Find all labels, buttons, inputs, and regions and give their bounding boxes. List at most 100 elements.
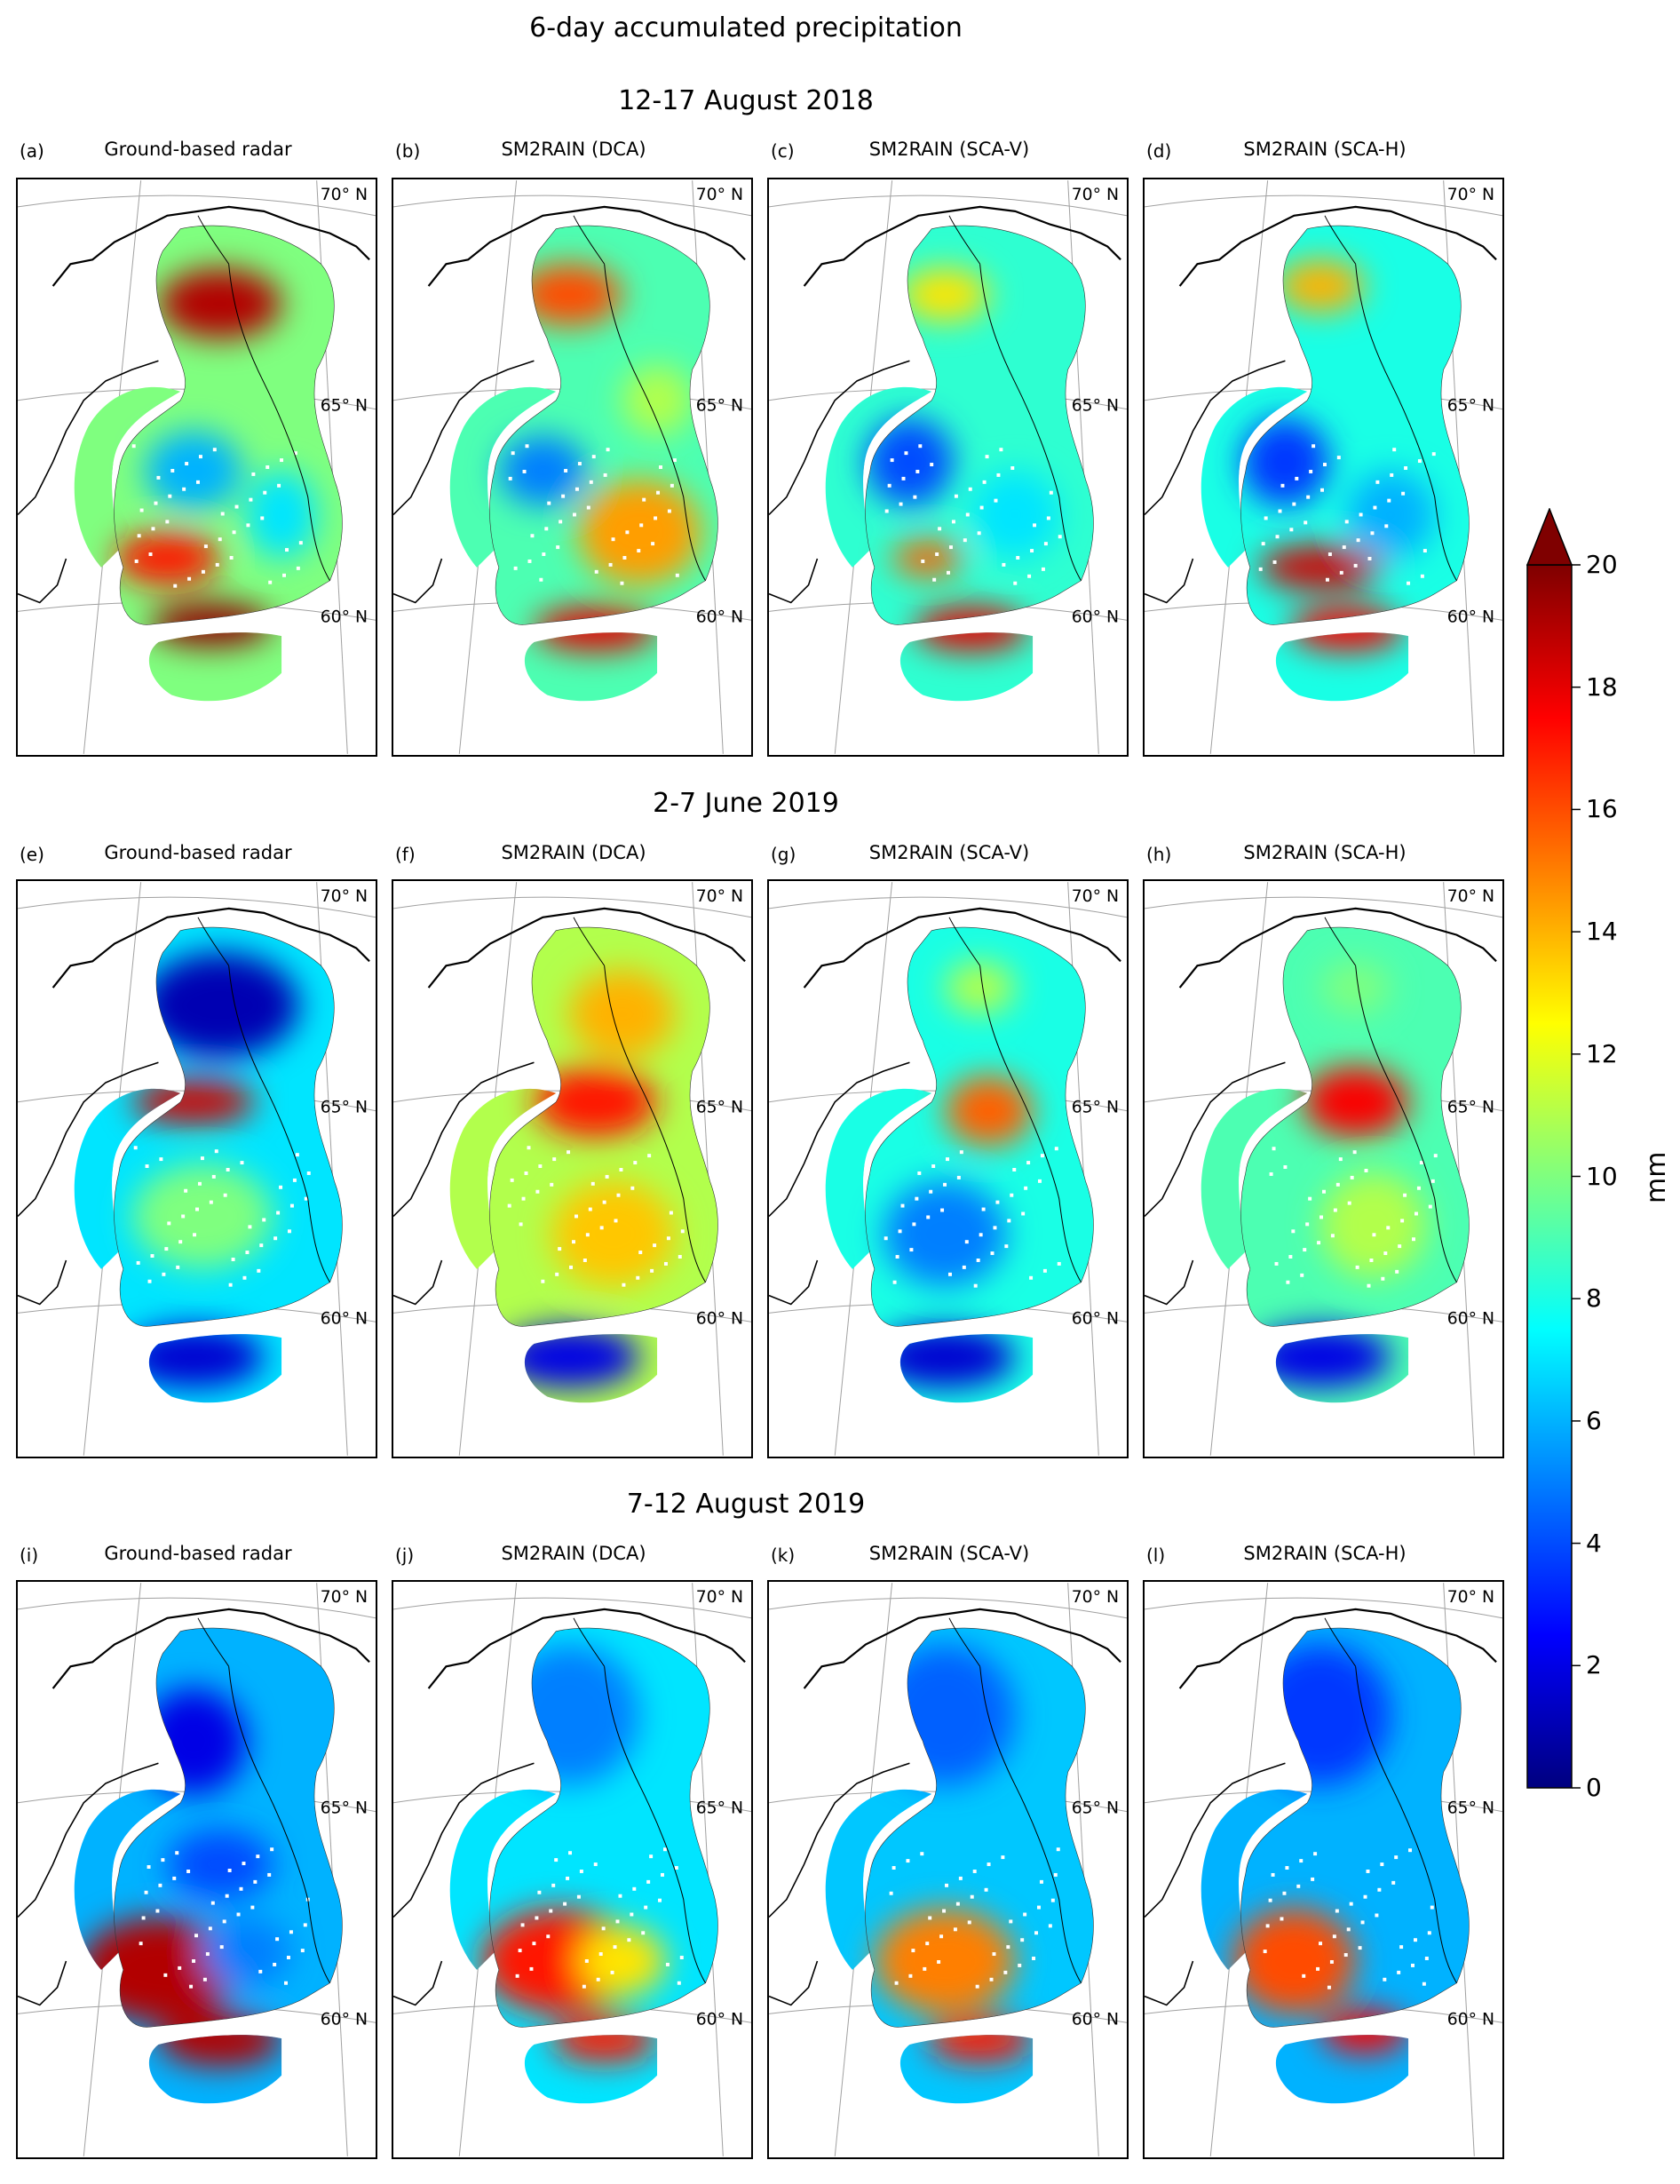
missing-pixel	[611, 537, 615, 542]
missing-pixel	[975, 1984, 979, 1989]
missing-pixel	[226, 1168, 230, 1171]
missing-pixel	[304, 1196, 308, 1201]
latitude-label: 65° N	[1447, 1099, 1494, 1117]
coastlines	[393, 1608, 746, 2028]
missing-pixel	[239, 1886, 243, 1891]
missing-pixel	[1057, 1261, 1061, 1266]
missing-pixel	[1335, 1182, 1340, 1187]
missing-pixel	[644, 1905, 648, 1910]
missing-pixel	[1041, 567, 1045, 571]
missing-pixel	[889, 1891, 893, 1895]
missing-pixel	[1424, 1957, 1429, 1960]
missing-pixel	[599, 1226, 604, 1230]
precipitation-map: 70° N 65° N 60° N	[767, 1580, 1129, 2159]
missing-pixel	[136, 1260, 140, 1265]
missing-pixel	[303, 1923, 307, 1927]
latitude-label: 70° N	[321, 887, 368, 906]
missing-pixel	[197, 1181, 202, 1186]
latitude-label: 60° N	[696, 1309, 743, 1328]
missing-pixel	[1383, 1977, 1387, 1981]
precip-cell	[945, 1076, 1034, 1147]
missing-pixel	[633, 1161, 638, 1165]
precip-cell	[569, 970, 675, 1059]
missing-pixel	[972, 1870, 977, 1873]
missing-pixel	[151, 527, 155, 531]
missing-pixel	[1367, 1283, 1371, 1288]
missing-pixel	[909, 1248, 914, 1252]
missing-pixel	[1408, 1848, 1413, 1853]
missing-pixel	[938, 527, 942, 531]
missing-pixel	[549, 1909, 553, 1913]
missing-pixel	[210, 1901, 215, 1905]
missing-pixel	[1302, 1974, 1306, 1978]
precip-cell	[202, 1917, 290, 1988]
missing-pixel	[558, 1247, 562, 1251]
latitude-label: 70° N	[1072, 1588, 1119, 1607]
precip-cell	[927, 2018, 1034, 2062]
missing-pixel	[155, 1909, 160, 1913]
precip-cell	[1232, 1908, 1356, 2014]
missing-pixel	[215, 562, 219, 567]
missing-pixel	[282, 573, 287, 577]
missing-pixel	[257, 1268, 261, 1273]
missing-pixel	[654, 516, 658, 520]
missing-pixel	[575, 487, 579, 491]
precip-cell	[534, 1067, 658, 1138]
missing-pixel	[904, 451, 908, 456]
latitude-label: 60° N	[321, 2010, 368, 2029]
missing-pixel	[1360, 1920, 1365, 1925]
missing-pixel	[637, 549, 641, 553]
map-svg: 70° N 65° N 60° N	[18, 1583, 376, 2156]
precipitation-field	[74, 226, 343, 702]
missing-pixel	[1001, 1855, 1005, 1860]
missing-pixel	[1404, 466, 1408, 470]
missing-pixel	[144, 1890, 148, 1894]
missing-pixel	[943, 1182, 947, 1187]
missing-pixel	[1292, 502, 1296, 506]
missing-pixel	[223, 1193, 227, 1197]
map-svg: 70° N 65° N 60° N	[18, 882, 376, 1456]
missing-pixel	[220, 512, 225, 516]
missing-pixel	[552, 1157, 557, 1162]
missing-pixel	[594, 569, 598, 574]
missing-pixel	[1363, 1894, 1367, 1899]
colorbar-tick-label: 6	[1586, 1405, 1602, 1435]
missing-pixel	[1375, 1913, 1379, 1918]
colorbar-tick-label: 12	[1586, 1038, 1618, 1068]
missing-pixel	[1427, 1931, 1431, 1935]
missing-pixel	[1053, 1872, 1058, 1877]
missing-pixel	[1283, 1165, 1288, 1169]
missing-pixel	[1272, 1147, 1276, 1151]
precip-cell	[945, 961, 1016, 1014]
colorbar-tick-label: 18	[1586, 671, 1618, 702]
missing-pixel	[892, 1866, 896, 1870]
missing-pixel	[884, 509, 889, 513]
missing-pixel	[1400, 1219, 1405, 1223]
colorbar-extend-arrow	[1525, 508, 1573, 566]
precip-cell	[883, 1180, 1007, 1287]
precipitation-map: 70° N 65° N 60° N	[767, 879, 1129, 1458]
missing-pixel	[228, 1283, 233, 1287]
missing-pixel	[1407, 581, 1411, 585]
missing-pixel	[1050, 1898, 1055, 1902]
missing-pixel	[284, 1981, 288, 1985]
precip-cell	[158, 2013, 282, 2067]
missing-pixel	[1295, 476, 1299, 480]
missing-pixel	[1339, 570, 1343, 575]
missing-pixel	[265, 465, 270, 469]
missing-pixel	[250, 1905, 255, 1910]
precip-cell	[145, 431, 242, 511]
missing-pixel	[165, 520, 170, 524]
missing-pixel	[928, 1916, 932, 1920]
missing-pixel	[170, 468, 175, 473]
missing-pixel	[1394, 1855, 1399, 1860]
missing-pixel	[1002, 562, 1006, 567]
missing-pixel	[1004, 1244, 1009, 1249]
missing-pixel	[1387, 498, 1391, 503]
missing-pixel	[672, 458, 677, 463]
missing-pixel	[168, 494, 172, 498]
missing-pixel	[923, 1966, 927, 1971]
missing-pixel	[582, 1984, 586, 1989]
missing-pixel	[209, 1200, 213, 1204]
missing-pixel	[1046, 516, 1050, 520]
